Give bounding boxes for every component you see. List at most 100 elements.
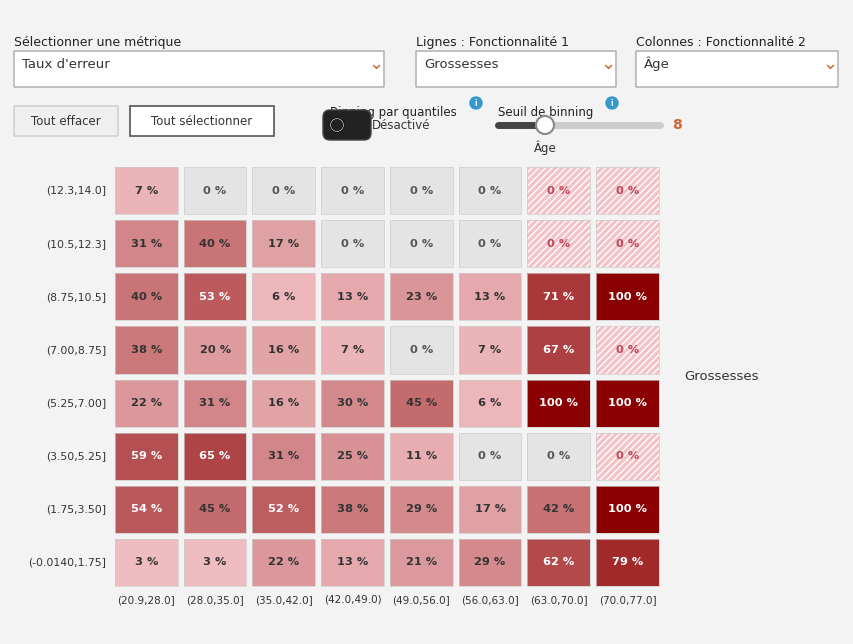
Bar bbox=[321, 273, 384, 320]
Bar bbox=[321, 167, 384, 214]
Bar bbox=[252, 486, 315, 533]
Text: (28.0,35.0]: (28.0,35.0] bbox=[186, 595, 244, 605]
Bar bbox=[183, 167, 247, 214]
Text: 65 %: 65 % bbox=[200, 451, 230, 461]
FancyBboxPatch shape bbox=[14, 106, 118, 136]
Bar bbox=[527, 379, 589, 426]
Bar bbox=[252, 433, 315, 480]
Text: 0 %: 0 % bbox=[203, 185, 227, 196]
Bar bbox=[595, 433, 659, 480]
Bar bbox=[183, 433, 247, 480]
Bar bbox=[527, 167, 589, 214]
Bar bbox=[527, 327, 589, 374]
Text: Colonnes : Fonctionnalité 2: Colonnes : Fonctionnalité 2 bbox=[635, 36, 805, 49]
Bar bbox=[595, 433, 659, 480]
Circle shape bbox=[606, 97, 618, 109]
Text: 13 %: 13 % bbox=[474, 292, 505, 302]
Text: Lignes : Fonctionnalité 1: Lignes : Fonctionnalité 1 bbox=[415, 36, 568, 49]
Text: (20.9,28.0]: (20.9,28.0] bbox=[118, 595, 175, 605]
Bar bbox=[527, 433, 589, 480]
Text: 3 %: 3 % bbox=[203, 558, 227, 567]
Text: 13 %: 13 % bbox=[337, 292, 368, 302]
Text: Âge: Âge bbox=[533, 140, 555, 155]
Text: 42 %: 42 % bbox=[543, 504, 574, 515]
Text: 100 %: 100 % bbox=[607, 292, 647, 302]
Text: (1.75,3.50]: (1.75,3.50] bbox=[46, 504, 106, 515]
Bar bbox=[183, 539, 247, 586]
Text: Grossesses: Grossesses bbox=[683, 370, 757, 383]
FancyBboxPatch shape bbox=[14, 51, 384, 87]
Bar bbox=[115, 167, 177, 214]
Bar bbox=[115, 539, 177, 586]
Bar bbox=[183, 167, 247, 214]
Bar bbox=[390, 379, 452, 426]
Text: 54 %: 54 % bbox=[131, 504, 162, 515]
Bar bbox=[527, 273, 589, 320]
Bar bbox=[115, 327, 177, 374]
Circle shape bbox=[331, 119, 343, 131]
Bar bbox=[527, 486, 589, 533]
Bar bbox=[252, 539, 315, 586]
Bar bbox=[458, 327, 521, 374]
Text: ⌄: ⌄ bbox=[821, 55, 836, 73]
Bar bbox=[458, 167, 521, 214]
Bar bbox=[252, 379, 315, 426]
Bar bbox=[527, 167, 589, 214]
Text: 7 %: 7 % bbox=[135, 185, 158, 196]
Bar bbox=[252, 273, 315, 320]
Bar bbox=[595, 486, 659, 533]
Bar bbox=[595, 486, 659, 533]
Text: 0 %: 0 % bbox=[340, 185, 364, 196]
Text: Taux d'erreur: Taux d'erreur bbox=[22, 57, 110, 70]
Bar bbox=[390, 486, 452, 533]
Text: 0 %: 0 % bbox=[615, 451, 639, 461]
Bar bbox=[183, 327, 247, 374]
Text: Seuil de binning: Seuil de binning bbox=[497, 106, 593, 119]
Bar bbox=[115, 486, 177, 533]
Bar bbox=[183, 220, 247, 267]
Bar bbox=[527, 273, 589, 320]
Bar bbox=[252, 220, 315, 267]
Text: 71 %: 71 % bbox=[543, 292, 574, 302]
Text: 0 %: 0 % bbox=[547, 451, 570, 461]
Bar bbox=[252, 486, 315, 533]
Bar bbox=[115, 433, 177, 480]
Bar bbox=[115, 379, 177, 426]
Bar bbox=[183, 539, 247, 586]
Bar bbox=[115, 220, 177, 267]
Text: (10.5,12.3]: (10.5,12.3] bbox=[46, 239, 106, 249]
Text: 16 %: 16 % bbox=[268, 345, 299, 355]
Text: 25 %: 25 % bbox=[337, 451, 368, 461]
Text: 0 %: 0 % bbox=[272, 185, 295, 196]
Text: 40 %: 40 % bbox=[200, 239, 230, 249]
Bar bbox=[390, 433, 452, 480]
Bar bbox=[252, 379, 315, 426]
Bar bbox=[183, 327, 247, 374]
Bar bbox=[458, 220, 521, 267]
Text: Sélectionner une métrique: Sélectionner une métrique bbox=[14, 36, 181, 49]
Bar bbox=[390, 379, 452, 426]
Bar bbox=[321, 379, 384, 426]
Text: 53 %: 53 % bbox=[200, 292, 230, 302]
Text: i: i bbox=[610, 99, 612, 108]
Text: 38 %: 38 % bbox=[337, 504, 368, 515]
Bar bbox=[115, 486, 177, 533]
Bar bbox=[183, 486, 247, 533]
Text: Âge: Âge bbox=[643, 57, 669, 71]
Bar bbox=[527, 539, 589, 586]
Bar bbox=[115, 273, 177, 320]
Bar bbox=[321, 486, 384, 533]
Bar bbox=[390, 273, 452, 320]
Text: 17 %: 17 % bbox=[268, 239, 299, 249]
Bar bbox=[458, 379, 521, 426]
Bar bbox=[595, 539, 659, 586]
Text: 30 %: 30 % bbox=[337, 398, 368, 408]
Bar bbox=[252, 539, 315, 586]
Bar bbox=[595, 220, 659, 267]
Bar bbox=[252, 327, 315, 374]
Text: 7 %: 7 % bbox=[340, 345, 364, 355]
Bar bbox=[252, 167, 315, 214]
Bar bbox=[390, 220, 452, 267]
Text: (-0.0140,1.75]: (-0.0140,1.75] bbox=[28, 558, 106, 567]
Text: 21 %: 21 % bbox=[405, 558, 437, 567]
